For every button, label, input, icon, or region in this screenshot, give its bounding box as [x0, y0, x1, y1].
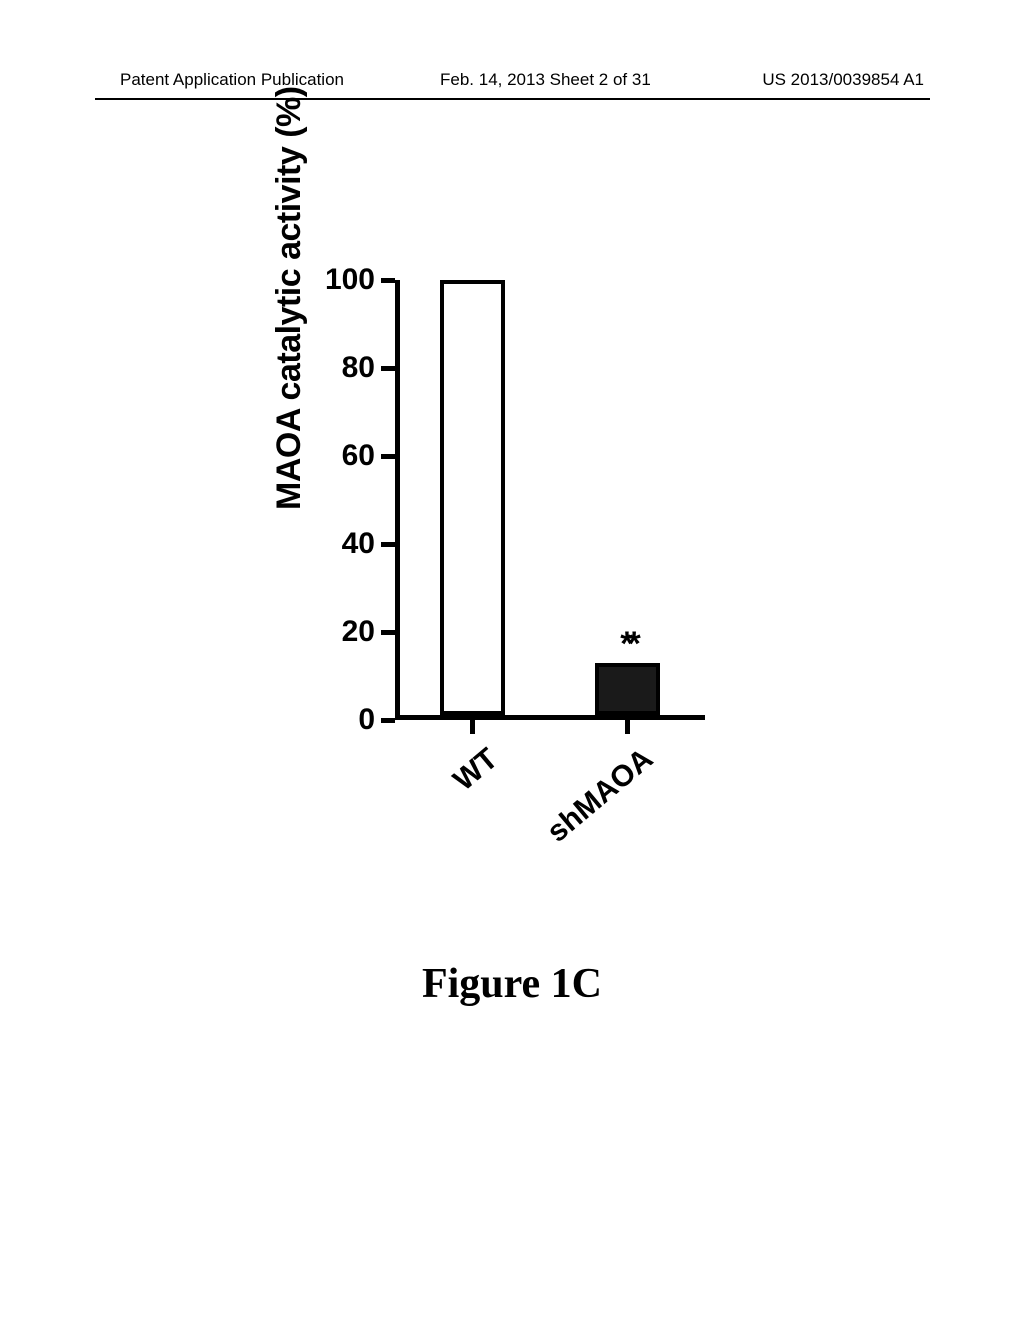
y-tick-label: 0 [295, 703, 375, 737]
header-right: US 2013/0039854 A1 [762, 70, 924, 90]
y-tick [381, 630, 395, 635]
y-tick [381, 366, 395, 371]
y-tick-label: 40 [295, 527, 375, 561]
x-tick [625, 720, 630, 734]
header-mid: Feb. 14, 2013 Sheet 2 of 31 [440, 70, 651, 90]
y-tick-label: 20 [295, 615, 375, 649]
y-tick-label: 80 [295, 351, 375, 385]
bar [595, 663, 660, 715]
y-tick [381, 454, 395, 459]
y-tick [381, 278, 395, 283]
page: Patent Application Publication Feb. 14, … [0, 0, 1024, 1320]
figure-caption: Figure 1C [0, 960, 1024, 1008]
header-left: Patent Application Publication [120, 70, 344, 90]
y-tick [381, 542, 395, 547]
y-axis-line [395, 280, 400, 720]
header-divider [95, 98, 930, 100]
y-tick [381, 718, 395, 723]
x-tick-label: WT [447, 742, 505, 798]
bar [440, 280, 505, 715]
plot-area: 020406080100WTshMAOA** [395, 280, 735, 720]
x-tick [470, 720, 475, 734]
y-tick-label: 100 [295, 263, 375, 297]
significance-mark: ** [598, 625, 658, 664]
x-axis-line [395, 715, 705, 720]
x-tick-label: shMAOA [540, 742, 659, 849]
y-tick-label: 60 [295, 439, 375, 473]
bar-chart: MAOA catalytic activity (%) 020406080100… [310, 280, 770, 840]
